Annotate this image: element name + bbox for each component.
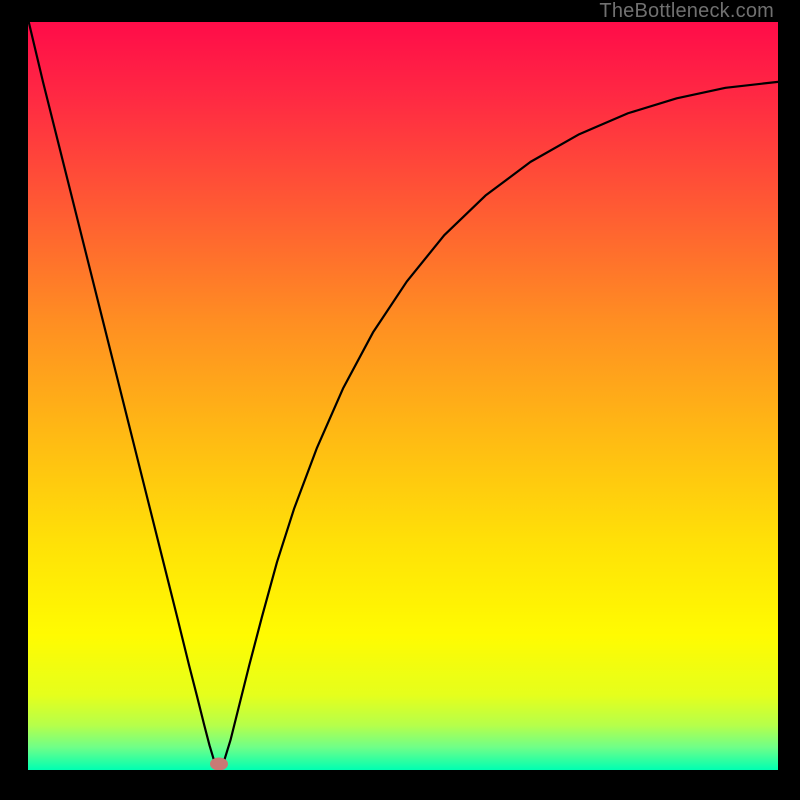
- optimal-point-marker: [210, 758, 228, 770]
- watermark-label: TheBottleneck.com: [599, 0, 774, 23]
- curve-svg: [28, 22, 778, 770]
- plot-area: [28, 22, 778, 770]
- chart-frame: TheBottleneck.com: [0, 0, 800, 800]
- bottleneck-curve: [29, 22, 778, 768]
